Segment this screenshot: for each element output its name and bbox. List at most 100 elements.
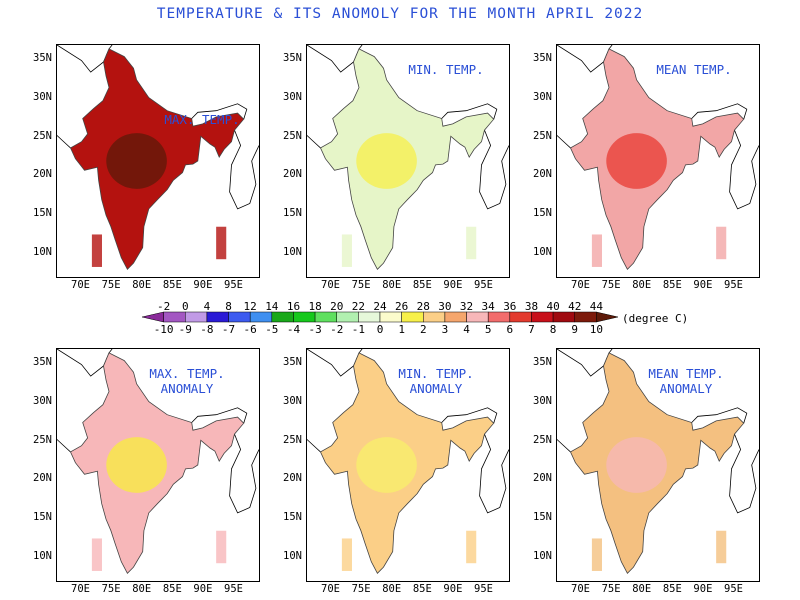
map-panel-1 [56,44,260,278]
x-tick-label: 75E [101,279,121,291]
neighbor-border [479,129,509,210]
legend-label: -9 [178,323,192,336]
lakshadweep-islands [341,234,352,267]
andaman-islands [716,530,727,564]
x-tick-label: 70E [321,583,340,595]
x-tick-label: 85E [162,279,182,291]
y-tick-label: 35N [283,52,302,65]
y-tick-label: 35N [283,356,302,369]
neighbor-border [557,349,613,377]
panel-title-6: MEAN TEMP. ANOMALY [626,366,746,396]
y-tick-label: 25N [33,433,52,446]
legend-swatch [336,311,359,323]
legend-label: 36 [503,300,517,313]
panel-title-line: ANOMALY [409,381,463,396]
x-tick-label: 90E [193,583,213,595]
india-map-4 [57,349,259,574]
x-tick-label: 75E [351,279,371,291]
y-tick-label: 20N [33,472,52,485]
y-tick-label: 30N [33,91,52,104]
legend-swatch [271,311,294,323]
legend-label: 0 [181,300,189,313]
legend-label: 12 [243,300,257,313]
neighbor-border [57,349,113,377]
legend-label: 0 [376,323,384,336]
x-tick-label: 75E [101,583,121,595]
panel-title-line: MIN. TEMP. [408,62,484,77]
x-tick-label: 85E [662,583,682,595]
legend-label: 34 [481,300,495,313]
x-tick-label: 90E [693,279,713,291]
panel-title-line: MAX. TEMP. [149,366,225,381]
legend-swatch [358,311,381,323]
y-tick-label: 35N [33,356,52,369]
x-tick-label: 75E [601,279,621,291]
legend-label: 4 [203,300,211,313]
neighbor-border [307,135,321,149]
legend-label: 1 [398,323,405,336]
neighbor-border [307,45,363,73]
legend-swatch [574,311,597,323]
panel-title-1: MAX. TEMP. [152,112,252,127]
neighbor-border [307,439,321,453]
x-tick-label: 75E [351,583,371,595]
andaman-islands [716,226,727,260]
legend-label: 24 [373,300,387,313]
neighbor-border [229,129,259,210]
y-tick-label: 30N [283,395,302,408]
anomaly-area [356,133,417,189]
map-panel-4 [56,348,260,582]
x-tick-label: 85E [662,279,682,291]
legend-label: 6 [506,323,514,336]
india-map-5 [307,349,509,574]
color-legend [0,300,800,340]
x-tick-label: 75E [601,583,621,595]
panel-title-2: MIN. TEMP. [396,62,496,77]
x-tick-label: 95E [474,279,493,291]
y-tick-label: 30N [33,395,52,408]
lakshadweep-islands [91,538,102,571]
x-tick-label: 80E [382,583,402,595]
legend-unit: (degree C) [622,312,689,325]
legend-label: -2 [330,323,344,336]
india-map-1 [57,45,259,270]
y-tick-label: 35N [33,52,52,65]
legend-label: 18 [308,300,322,313]
legend-label: 2 [419,323,427,336]
legend-label: -3 [308,323,322,336]
y-tick-label: 10N [283,245,302,258]
x-tick-label: 90E [693,583,713,595]
x-tick-label: 95E [224,279,243,291]
neighbor-border [729,433,759,514]
y-tick-label: 35N [533,52,552,65]
y-tick-label: 25N [283,129,302,142]
neighbor-border [191,407,248,424]
legend-label: 26 [395,300,409,313]
x-tick-label: 80E [132,279,152,291]
x-tick-label: 70E [571,583,590,595]
y-tick-label: 15N [33,207,52,220]
x-tick-label: 95E [724,583,743,595]
neighbor-border [57,135,71,149]
neighbor-border [57,45,113,73]
legend-label: 8 [549,323,557,336]
panel-title-line: MAX. TEMP. [164,112,240,127]
x-tick-label: 95E [724,279,743,291]
legend-swatch [249,311,273,323]
neighbor-border [557,135,571,149]
neighbor-border [557,439,571,453]
neighbor-border [441,407,498,424]
legend-label: -1 [351,323,365,336]
legend-swatch [423,311,446,323]
y-tick-label: 25N [533,433,552,446]
neighbor-border [441,103,498,120]
legend-label: 38 [524,300,539,313]
anomaly-area [106,437,167,493]
legend-label: 9 [571,323,579,336]
map-panel-5 [306,348,510,582]
y-tick-label: 10N [33,245,52,258]
y-tick-label: 25N [283,433,302,446]
y-tick-label: 20N [533,472,552,485]
legend-swatch [185,311,208,323]
x-tick-label: 85E [412,279,432,291]
